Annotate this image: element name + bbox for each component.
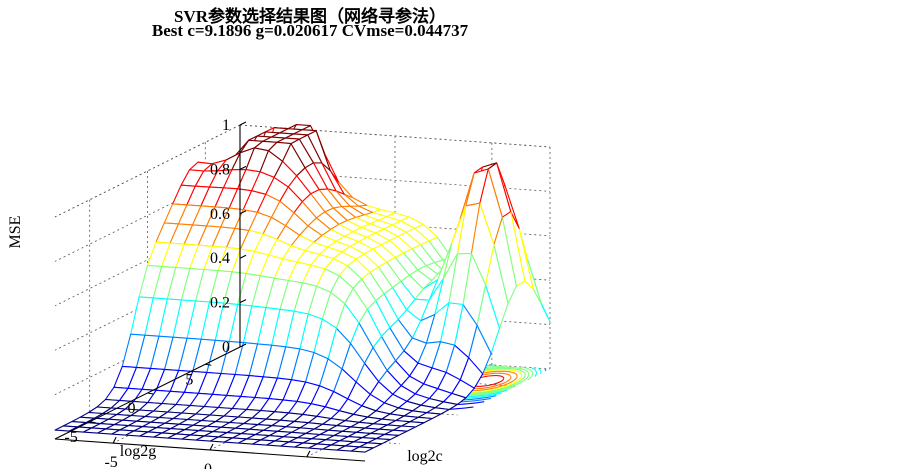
g-tick xyxy=(147,392,154,395)
z-axis-label: MSE xyxy=(7,216,24,249)
z-tick-label: 0.6 xyxy=(210,206,230,223)
g-tick xyxy=(89,421,96,424)
z-tick xyxy=(239,165,247,170)
chart-title: SVR参数选择结果图（网络寻参法） xyxy=(173,7,446,26)
g-tick-label: 5 xyxy=(185,371,193,388)
z-tick xyxy=(239,121,247,126)
z-tick-label: 0.4 xyxy=(210,250,230,267)
g-tick-label: 0 xyxy=(128,400,136,417)
axis-labels: MSE log2c log2g xyxy=(7,216,443,465)
axes: 0 0.2 0.4 0.6 0.8 1 5 0 -5 -5 0 5 xyxy=(54,117,366,469)
x-axis-label: log2c xyxy=(407,448,443,465)
chart-subtitle: Best c=9.1896 g=0.020617 CVmse=0.044737 xyxy=(151,21,469,40)
z-tick xyxy=(239,210,247,215)
z-tick-label: 0 xyxy=(222,339,230,356)
g-tick-label: -5 xyxy=(64,429,77,446)
z-tick-label: 1 xyxy=(222,117,230,134)
z-tick xyxy=(239,343,247,348)
y-axis-label: log2g xyxy=(120,443,156,460)
z-tick xyxy=(239,299,247,304)
z-tick-label: 0.8 xyxy=(210,161,230,178)
mse-surface xyxy=(54,124,551,453)
c-tick xyxy=(306,450,311,458)
c-tick-label: 5 xyxy=(301,468,309,469)
c-tick xyxy=(112,436,117,444)
z-tick-label: 0.2 xyxy=(210,295,230,312)
z-tick xyxy=(239,254,247,259)
surface-facet xyxy=(54,425,79,432)
c-tick xyxy=(209,443,214,451)
g-tick xyxy=(205,363,212,366)
c-tick-label: 0 xyxy=(204,461,212,469)
c-tick-label: -5 xyxy=(104,454,117,469)
